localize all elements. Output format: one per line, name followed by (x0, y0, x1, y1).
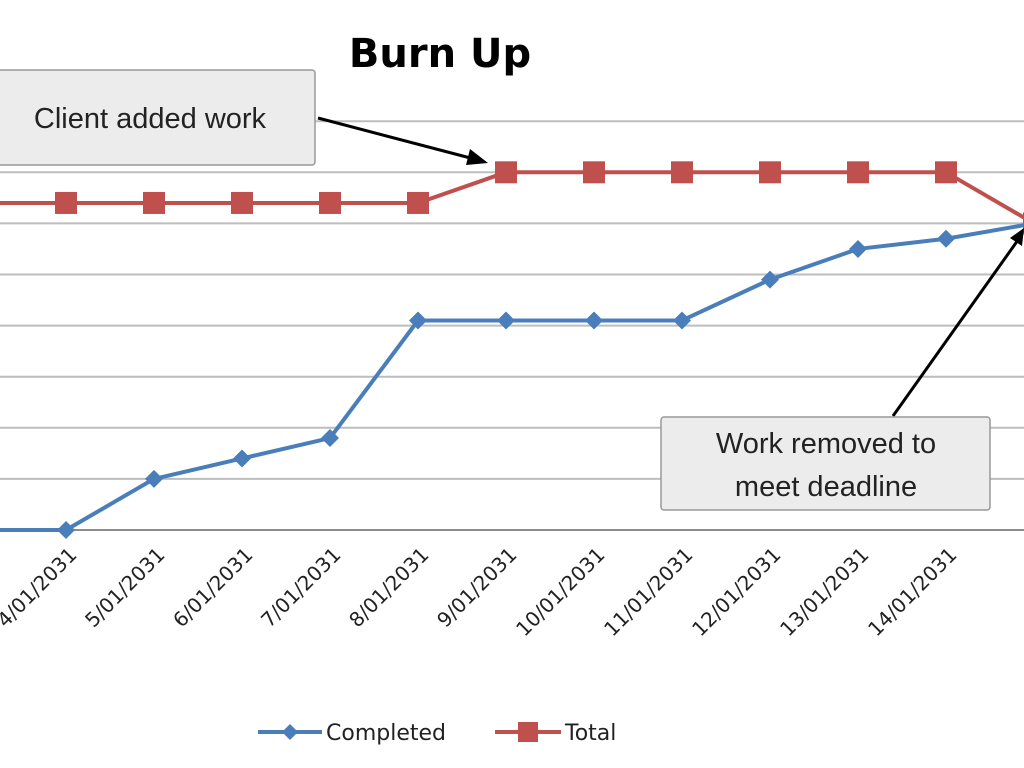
data-point-total (847, 161, 869, 184)
data-point-total (759, 161, 781, 184)
data-point-total (319, 191, 341, 214)
x-tick-label: 13/01/2031 (775, 543, 873, 641)
legend-label-total: Total (564, 721, 616, 746)
callout-arrow (891, 239, 1020, 417)
data-point-total (583, 161, 605, 184)
data-point-completed (849, 239, 867, 258)
data-point-total (935, 161, 957, 184)
callout-box (660, 416, 991, 511)
data-point-completed (57, 521, 75, 539)
data-point-completed (145, 469, 163, 488)
data-point-completed (409, 311, 427, 330)
x-tick-label: 14/01/2031 (863, 543, 961, 641)
series-total (55, 161, 1024, 235)
legend-label-completed: Completed (326, 721, 446, 746)
series-line-total (66, 170, 1024, 220)
x-tick-label: 5/01/2031 (80, 543, 169, 632)
series-line-completed (64, 223, 1024, 532)
data-point-completed (497, 311, 515, 330)
data-point-total (407, 191, 429, 214)
series-completed (57, 223, 1024, 539)
diamond-marker-icon (282, 724, 298, 740)
annotation-client-added-work: Client added work (0, 69, 488, 166)
arrowhead-icon (466, 149, 488, 165)
x-tick-label: 6/01/2031 (168, 543, 257, 632)
legend-item-completed: Completed (258, 721, 446, 746)
data-point-total (143, 191, 165, 214)
arrowhead-icon (1010, 228, 1024, 246)
square-marker-icon (518, 722, 538, 742)
x-tick-label: 4/01/2031 (0, 543, 82, 632)
data-point-completed (321, 429, 339, 448)
series-layer (0, 161, 1024, 539)
data-point-completed (233, 449, 251, 468)
chart-title: Burn Up (349, 31, 531, 77)
callout-text-line-1: Work removed to (716, 428, 936, 460)
x-tick-label: 12/01/2031 (687, 543, 785, 641)
x-tick-label: 7/01/2031 (256, 543, 345, 632)
data-point-total (671, 161, 693, 184)
callout-text-line-2: meet deadline (735, 471, 917, 503)
x-tick-label: 9/01/2031 (432, 543, 521, 632)
series-leading-segments (0, 200, 66, 532)
callout-arrow (317, 116, 479, 162)
legend: Completed Total (258, 721, 616, 746)
callout-text: Client added work (34, 103, 267, 135)
data-point-total (231, 191, 253, 214)
data-point-total (495, 161, 517, 184)
data-point-completed (937, 229, 955, 248)
data-point-completed (761, 270, 779, 289)
legend-item-total: Total (495, 721, 616, 746)
callout-box (0, 69, 316, 166)
x-tick-label: 8/01/2031 (344, 543, 433, 632)
x-axis-tick-labels: 01/20314/01/20315/01/20316/01/20317/01/2… (0, 543, 962, 641)
gridlines (0, 120, 1024, 531)
annotation-work-removed: Work removed to meet deadline (660, 228, 1024, 511)
data-point-total (55, 191, 77, 214)
x-tick-label: 10/01/2031 (511, 543, 609, 641)
x-tick-label: 11/01/2031 (599, 543, 697, 641)
data-point-completed (585, 311, 603, 330)
data-point-completed (673, 311, 691, 330)
